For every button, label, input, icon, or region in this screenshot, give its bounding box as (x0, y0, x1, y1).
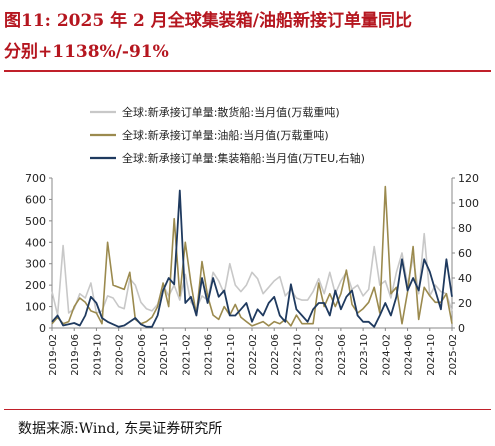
figure-title: 图11: 2025 年 2 月全球集装箱/油船新接订单量同比 分别+1138%/… (4, 6, 492, 68)
x-tick-label: 2021-06 (204, 334, 215, 376)
y-left-tick-label: 600 (25, 193, 46, 206)
y-right-tick-label: 40 (458, 272, 472, 285)
x-tick-label: 2022-02 (248, 334, 259, 376)
x-tick-label: 2022-06 (270, 334, 281, 376)
x-tick-label: 2023-02 (315, 334, 326, 376)
y-right-tick-label: 80 (458, 222, 472, 235)
x-tick-label: 2020-02 (115, 334, 126, 376)
figure-title-line2: 分别+1138%/-91% (4, 42, 169, 62)
x-tick-label: 2019-10 (92, 334, 103, 376)
y-left-tick-label: 400 (25, 236, 46, 249)
x-tick-label: 2025-02 (448, 334, 459, 376)
figure-title-line1: 图11: 2025 年 2 月全球集装箱/油船新接订单量同比 (4, 11, 412, 31)
y-right-tick-label: 0 (458, 322, 465, 335)
x-tick-label: 2022-10 (292, 334, 303, 376)
source-rule (4, 409, 491, 410)
x-tick-label: 2024-10 (426, 334, 437, 376)
series-line (51, 232, 453, 316)
x-tick-label: 2019-06 (70, 334, 81, 376)
x-tick-label: 2024-02 (381, 334, 392, 376)
y-left-tick-label: 500 (25, 215, 46, 228)
x-tick-label: 2020-06 (137, 334, 148, 376)
x-tick-label: 2024-06 (404, 334, 415, 376)
x-tick-label: 2023-06 (337, 334, 348, 376)
legend-label: 全球:新承接订单量:散货船:当月值(万载重吨) (122, 105, 340, 119)
y-right-tick-label: 20 (458, 297, 472, 310)
series-line (51, 189, 453, 328)
x-tick-label: 2019-02 (48, 334, 59, 376)
title-rule (4, 70, 491, 72)
y-left-tick-label: 200 (25, 279, 46, 292)
x-tick-label: 2021-10 (226, 334, 237, 376)
y-left-tick-label: 0 (39, 322, 46, 335)
chart: 0 100 200 300 400 500 600 700 0 20 40 60 80 100 120 201… (25, 105, 479, 376)
x-tick-label: 2020-10 (159, 334, 170, 376)
source-note: 数据来源:Wind, 东吴证券研究所 (18, 421, 223, 437)
x-tick-label: 2021-02 (181, 334, 192, 376)
y-right-tick-label: 60 (458, 247, 472, 260)
y-left-tick-label: 300 (25, 258, 46, 271)
y-right-tick-label: 100 (458, 197, 479, 210)
series-line (51, 185, 453, 327)
y-left-tick-label: 700 (25, 172, 46, 185)
legend-label: 全球:新承接订单量:油船:当月值(万载重吨) (122, 128, 329, 142)
x-tick-label: 2023-10 (359, 334, 370, 376)
y-right-tick-label: 120 (458, 172, 479, 185)
y-left-tick-label: 100 (25, 301, 46, 314)
legend-label: 全球:新承接订单量:集装箱船:当月值(万TEU,右轴) (122, 151, 365, 165)
